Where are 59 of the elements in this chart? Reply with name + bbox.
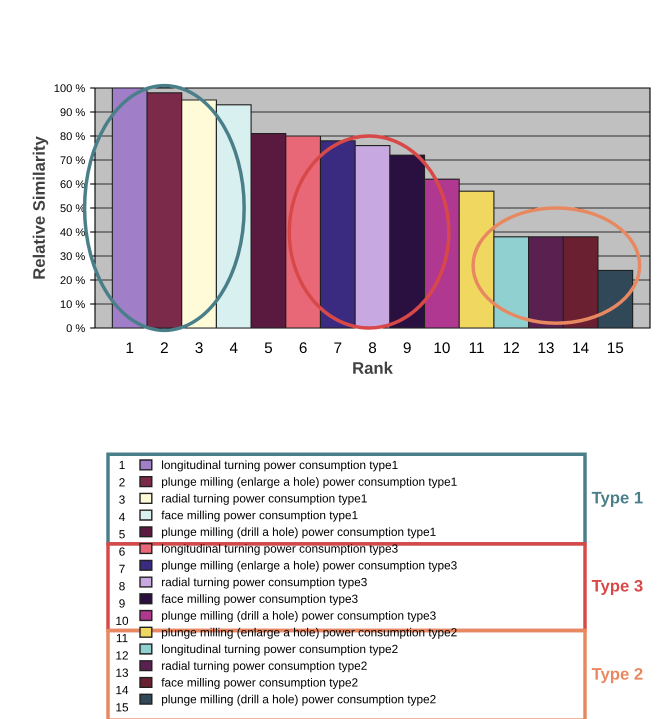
x-tick-label: 2 (160, 342, 168, 353)
legend-label: face milling power consumption type2 (161, 678, 358, 689)
y-tick-label: 60 % (60, 180, 85, 188)
legend-label: radial turning power consumption type1 (162, 494, 367, 505)
y-tick-label: 0 % (66, 324, 85, 332)
category-label: 9 (119, 599, 125, 608)
text: Type 1 (592, 492, 643, 507)
x-axis-title: Rank (353, 362, 393, 374)
x-tick-label: 6 (300, 342, 307, 354)
category-label: 8 (119, 582, 125, 590)
legend-label: radial turning power consumption type3 (162, 578, 367, 589)
category-label: 3 (119, 495, 125, 504)
y-tick-label: 80 % (60, 132, 85, 140)
category-label: 13 (116, 668, 128, 677)
category-label: 7 (119, 564, 125, 573)
x-tick-label: 1 (126, 342, 134, 353)
y-tick-label: 70 % (60, 156, 85, 164)
x-tick-label: 4 (230, 342, 238, 353)
x-tick-label: 14 (573, 342, 589, 353)
category-label: 12 (116, 651, 128, 660)
y-tick-label: 90 % (60, 108, 85, 116)
y-tick-label: 40 % (60, 228, 85, 236)
x-tick-label: 15 (608, 342, 624, 354)
x-tick-label: 10 (434, 342, 450, 354)
x-tick-label: 7 (334, 342, 342, 353)
legend-label: plunge milling (drill a hole) power consumption type3 (162, 611, 436, 622)
legend-label: face milling power consumption type3 (161, 594, 358, 606)
y-tick-label: 100 % (54, 84, 85, 92)
category-label: 14 (116, 686, 128, 694)
category-label: 15 (116, 703, 128, 712)
legend-label: plunge milling (drill a hole) power consumption type2 (162, 694, 436, 706)
y-tick-label: 20 % (60, 276, 85, 284)
x-tick-label: 5 (264, 342, 272, 354)
x-tick-label: 3 (195, 342, 203, 354)
legend-label: plunge milling (enlarge a hole) power consumption type3 (162, 560, 457, 572)
y-axis-title: Relative Similarity (32, 136, 48, 279)
legend-label: plunge milling (enlarge a hole) power consumption type1 (162, 477, 457, 488)
legend-label: longitudinal turning power consumption type2 (162, 644, 398, 656)
x-tick-label: 8 (368, 342, 376, 354)
category-label: 11 (116, 634, 128, 642)
y-tick-label: 10 % (60, 300, 85, 308)
x-tick-label: 11 (470, 342, 484, 353)
legend-label: longitudinal turning power consumption type1 (162, 460, 398, 472)
category-label: 10 (116, 616, 128, 625)
legend-label: face milling power consumption type1 (161, 510, 358, 522)
y-tick-label: 30 % (60, 252, 85, 260)
legend-label: plunge milling (drill a hole) power consumption type1 (162, 527, 436, 538)
category-label: 6 (119, 547, 125, 556)
x-tick-label: 12 (504, 342, 519, 353)
category-label: 4 (118, 512, 125, 521)
legend-label: longitudinal turning power consumption type3 (162, 544, 398, 556)
text: Type 3 (592, 580, 643, 595)
legend-label: radial turning power consumption type2 (162, 661, 367, 672)
category-label: 5 (119, 530, 125, 538)
x-tick-label: 13 (538, 342, 554, 354)
text: Type 2 (592, 668, 643, 684)
category-label: 1 (120, 460, 125, 470)
x-tick-label: 9 (404, 342, 411, 354)
category-label: 2 (119, 478, 125, 486)
